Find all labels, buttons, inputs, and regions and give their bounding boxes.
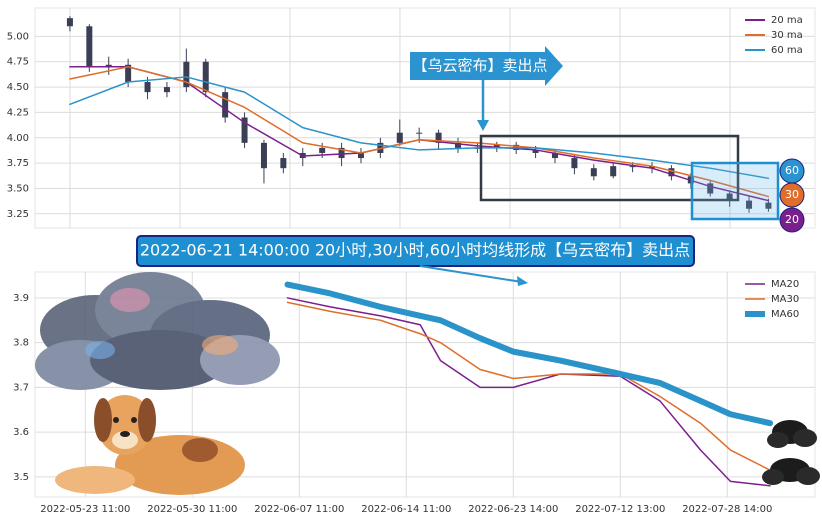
candle-body bbox=[202, 61, 209, 93]
candle-body bbox=[765, 202, 772, 209]
banner-text: 2022-06-21 14:00:00 20小时,30小时,60小时均线形成【乌… bbox=[140, 241, 690, 260]
badge bbox=[779, 207, 805, 233]
ma-line bbox=[286, 297, 771, 487]
candle-body bbox=[183, 61, 190, 88]
y-tick-label: 4.50 bbox=[7, 82, 29, 93]
x-tick-label: 2022-07-12 13:00 bbox=[575, 504, 665, 515]
pointer bbox=[419, 265, 523, 283]
candle-body bbox=[125, 64, 132, 83]
x-tick-label: 2022-06-14 11:00 bbox=[361, 504, 451, 515]
candle-body bbox=[163, 87, 170, 93]
x-tick-label: 2022-06-07 11:00 bbox=[254, 504, 344, 515]
badge-label: 30 bbox=[785, 188, 799, 201]
cloud-illustration bbox=[35, 272, 280, 390]
legend-label: MA20 bbox=[771, 279, 799, 290]
y-tick-label: 3.75 bbox=[7, 158, 29, 169]
y-tick-label: 3.5 bbox=[13, 472, 29, 483]
candle-body bbox=[357, 152, 364, 159]
y-tick-label: 3.6 bbox=[13, 427, 29, 438]
highlight-box bbox=[479, 134, 740, 202]
candle-body bbox=[493, 144, 500, 148]
candle-body bbox=[454, 142, 461, 148]
y-tick-label: 4.00 bbox=[7, 133, 29, 144]
candle-body bbox=[629, 166, 636, 168]
y-tick-label: 3.50 bbox=[7, 183, 29, 194]
y-tick-label: 4.75 bbox=[7, 57, 29, 68]
y-tick-label: 3.25 bbox=[7, 209, 29, 220]
candle-body bbox=[552, 152, 558, 159]
x-tick-label: 2022-05-30 11:00 bbox=[147, 504, 237, 515]
ma-line bbox=[284, 281, 774, 427]
candle-body bbox=[435, 132, 442, 143]
candle-body bbox=[260, 142, 267, 169]
candle-body bbox=[241, 117, 248, 143]
legend-label: MA30 bbox=[771, 294, 799, 305]
highlight-box bbox=[690, 161, 780, 221]
candle-body bbox=[668, 168, 675, 177]
pointer-head bbox=[517, 276, 528, 286]
legend-label: MA60 bbox=[771, 309, 799, 320]
x-tick-label: 2022-06-23 14:00 bbox=[468, 504, 558, 515]
pointer-head bbox=[477, 120, 489, 131]
candle-body bbox=[222, 92, 229, 118]
badge-label: 60 bbox=[785, 164, 799, 177]
candle-body bbox=[144, 82, 151, 93]
badge-label: 20 bbox=[785, 213, 799, 226]
annotation-text: 【乌云密布】卖出点 bbox=[412, 57, 547, 75]
candle-body bbox=[746, 200, 753, 209]
candle-body bbox=[319, 147, 326, 153]
decorations: 【乌云密布】卖出点 60 30 20 2022-06-21 14:00:00 2… bbox=[35, 46, 820, 495]
candle-body bbox=[396, 132, 403, 143]
dark-cloud bbox=[762, 420, 820, 485]
candle-body bbox=[105, 64, 112, 67]
ma-line bbox=[286, 301, 771, 471]
candle-body bbox=[610, 166, 617, 177]
legend-label: 20 ma bbox=[771, 15, 803, 26]
candle-body bbox=[590, 168, 597, 177]
candle-body bbox=[416, 132, 423, 134]
legend-label: 30 ma bbox=[771, 30, 803, 41]
ma-line bbox=[69, 66, 770, 198]
x-tick-label: 2022-07-28 14:00 bbox=[682, 504, 772, 515]
candle-body bbox=[649, 166, 656, 169]
y-tick-label: 3.7 bbox=[13, 382, 29, 393]
candle-body bbox=[571, 158, 578, 169]
candle-body bbox=[280, 158, 287, 169]
y-tick-label: 3.9 bbox=[13, 293, 29, 304]
candle-body bbox=[338, 147, 345, 159]
banner bbox=[136, 235, 695, 267]
candle-body bbox=[86, 26, 93, 67]
y-tick-label: 4.25 bbox=[7, 107, 29, 118]
y-tick-label: 5.00 bbox=[7, 31, 29, 42]
ma-line bbox=[69, 76, 770, 180]
dog-illustration bbox=[55, 395, 245, 495]
x-tick-label: 2022-05-23 11:00 bbox=[40, 504, 130, 515]
legend-label: 60 ma bbox=[771, 45, 803, 56]
candle-body bbox=[532, 149, 539, 153]
annotation-arrow bbox=[410, 46, 563, 86]
plot-area bbox=[34, 7, 816, 229]
badge bbox=[779, 182, 805, 208]
candle-body bbox=[726, 193, 733, 201]
candle-body bbox=[707, 183, 714, 194]
candle-body bbox=[66, 18, 73, 27]
y-tick-label: 3.8 bbox=[13, 338, 29, 349]
